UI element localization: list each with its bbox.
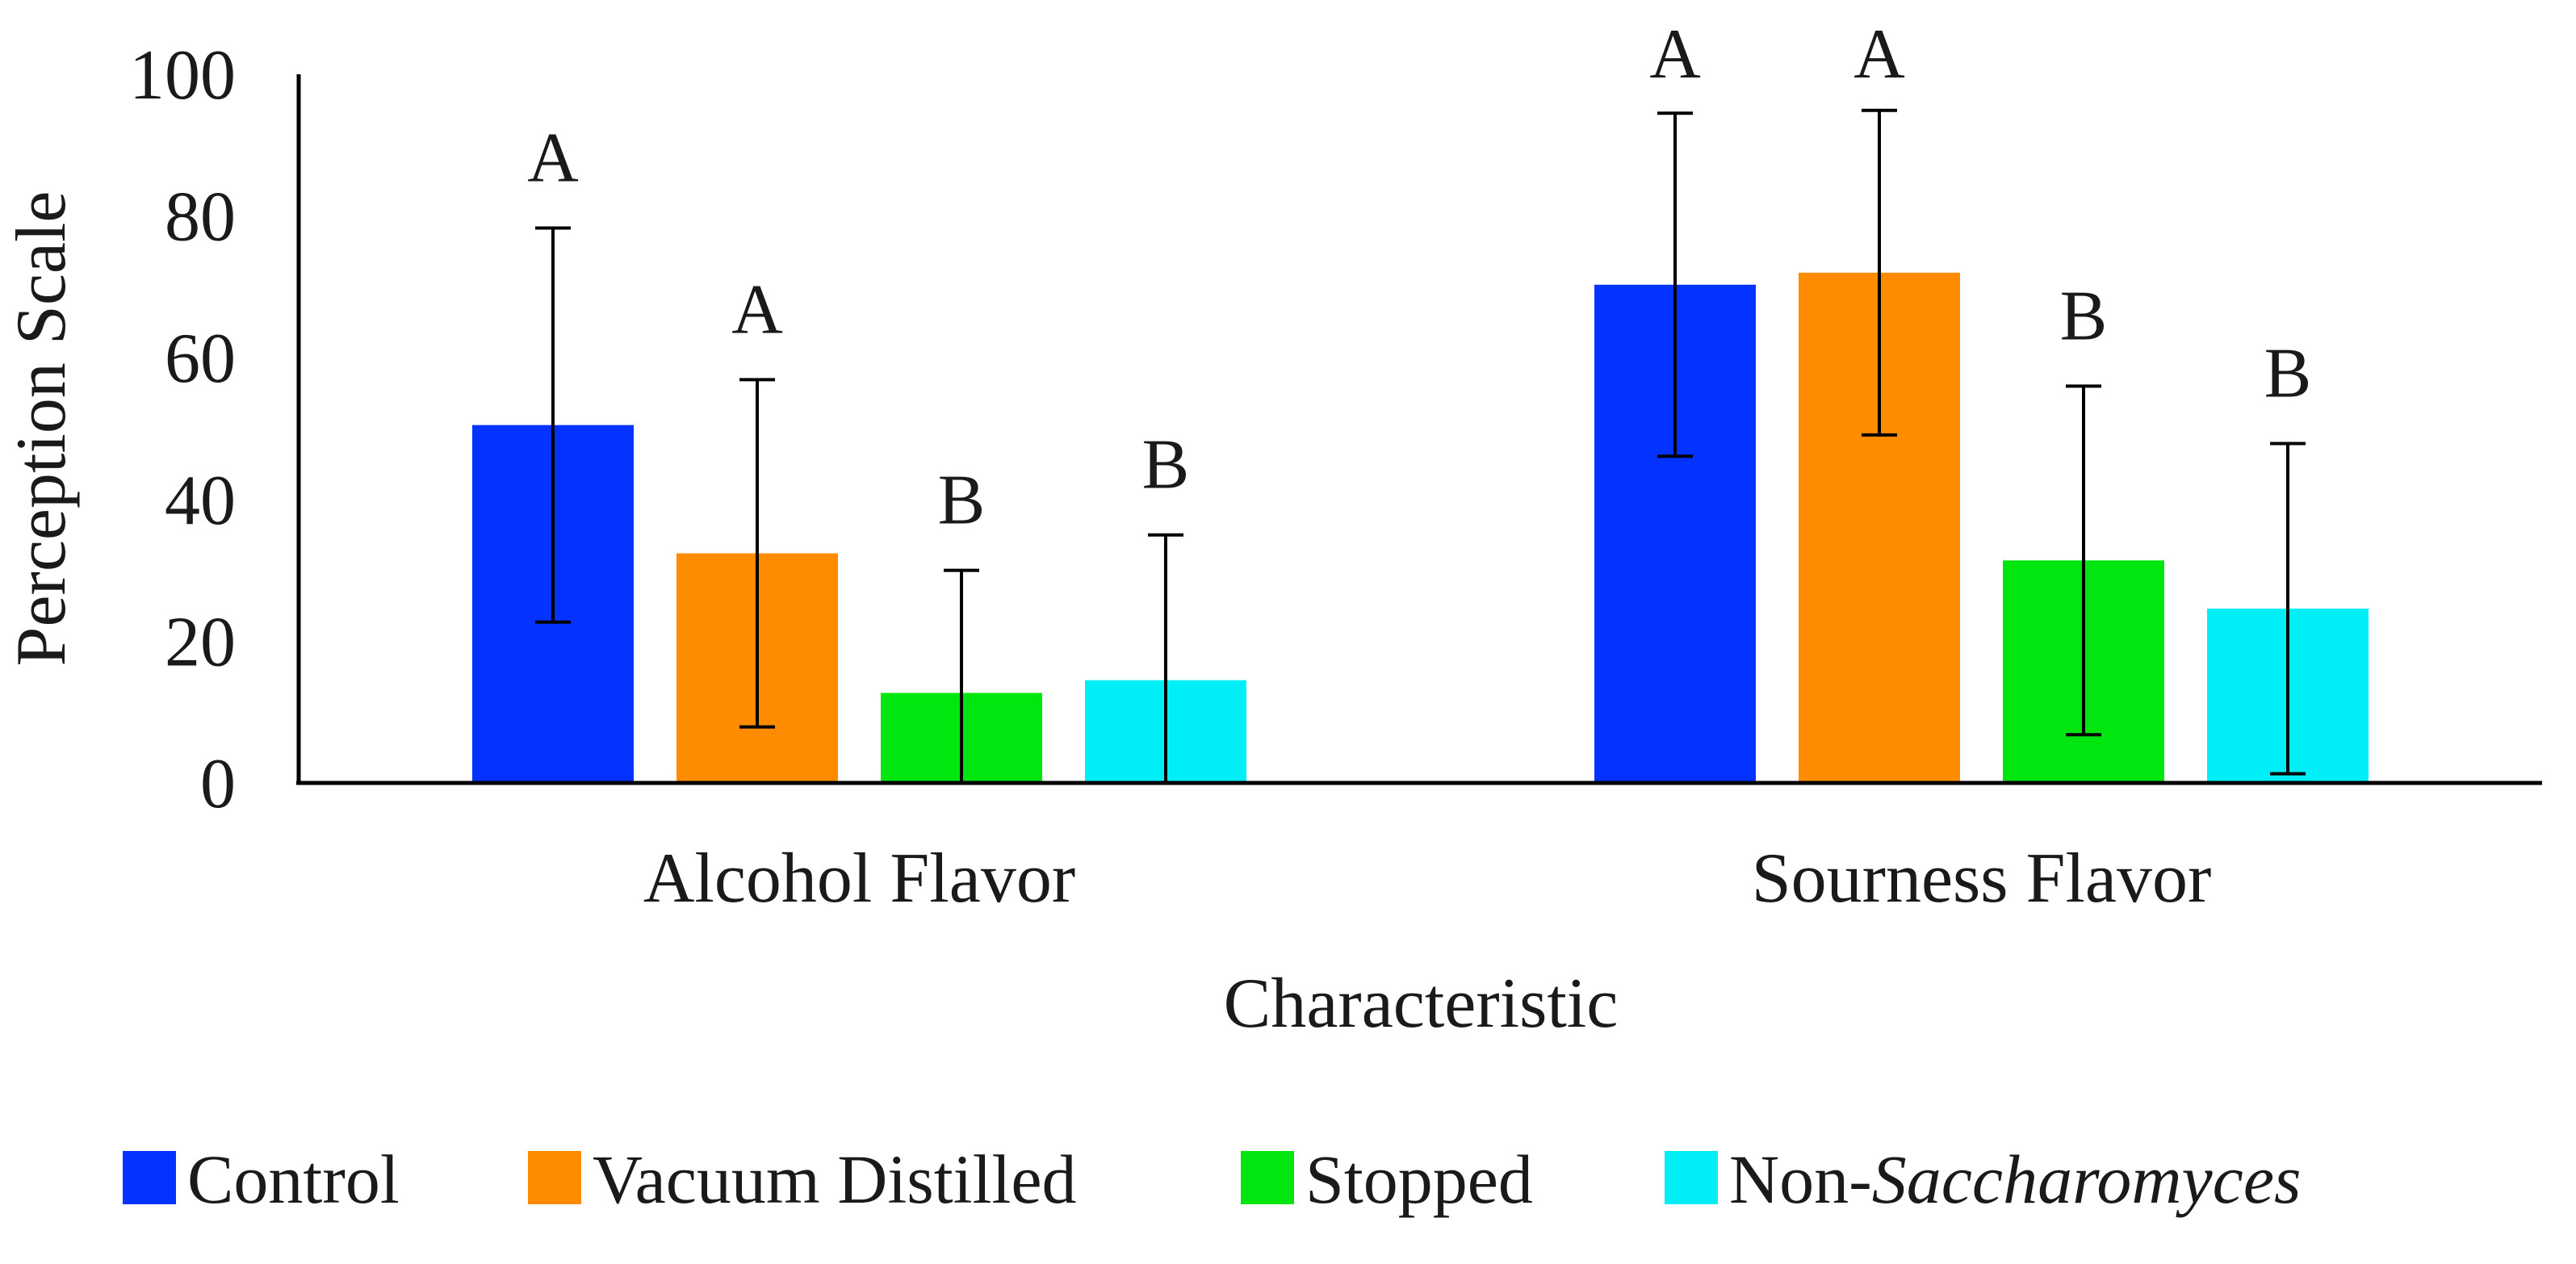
significance-letter: B [1142, 426, 1190, 504]
legend-label-part: Vacuum Distilled [593, 1141, 1077, 1218]
x-category-label: Alcohol Flavor [643, 839, 1075, 918]
x-category-label: Sourness Flavor [1752, 839, 2212, 918]
y-tick-label: 0 [200, 745, 236, 823]
y-tick-label: 60 [165, 320, 236, 398]
error-bar [1862, 108, 1897, 437]
significance-letter: A [731, 270, 783, 349]
legend-label-part: Non- [1729, 1141, 1872, 1218]
error-bar [535, 226, 571, 624]
error-bars-layer [535, 108, 2306, 785]
error-bar [1657, 111, 1693, 458]
legend-label-part: Control [187, 1141, 400, 1218]
legend-swatch [1241, 1151, 1294, 1204]
y-tick-label: 100 [129, 36, 236, 115]
significance-letter: B [2060, 277, 2108, 355]
x-axis-title: Characteristic [1224, 965, 1619, 1043]
significance-letter: B [2264, 334, 2312, 412]
significance-letter: B [938, 462, 986, 540]
y-tick-label: 40 [165, 462, 236, 540]
legend-swatch [123, 1151, 176, 1204]
x-category-labels: Alcohol Flavor Sourness Flavor [643, 839, 2211, 918]
legend-label: Non-Saccharomyces [1729, 1141, 2301, 1218]
significance-letters-layer: A A B B A A B B [527, 15, 2311, 540]
significance-letter: A [1853, 15, 1905, 94]
legend-label-part: Stopped [1305, 1141, 1533, 1218]
significance-letter: A [1649, 15, 1701, 94]
error-bar [739, 378, 775, 729]
legend-label: Control [187, 1141, 400, 1218]
legend-label: Vacuum Distilled [593, 1141, 1077, 1218]
error-bar [2270, 442, 2306, 776]
significance-letter: A [527, 119, 579, 198]
y-axis-title: Perception Scale [2, 191, 81, 667]
y-tick-labels: 0 20 40 60 80 100 [129, 36, 236, 823]
legend-swatch [528, 1151, 581, 1204]
legend-label: Stopped [1305, 1141, 1533, 1218]
legend-label-part: Saccharomyces [1872, 1141, 2302, 1218]
legend: Control Vacuum Distilled Stopped Non-Saccha… [123, 1141, 2301, 1218]
error-bar [2066, 384, 2101, 737]
legend-swatch [1665, 1151, 1718, 1204]
y-tick-label: 20 [165, 603, 236, 681]
y-tick-label: 80 [165, 178, 236, 257]
